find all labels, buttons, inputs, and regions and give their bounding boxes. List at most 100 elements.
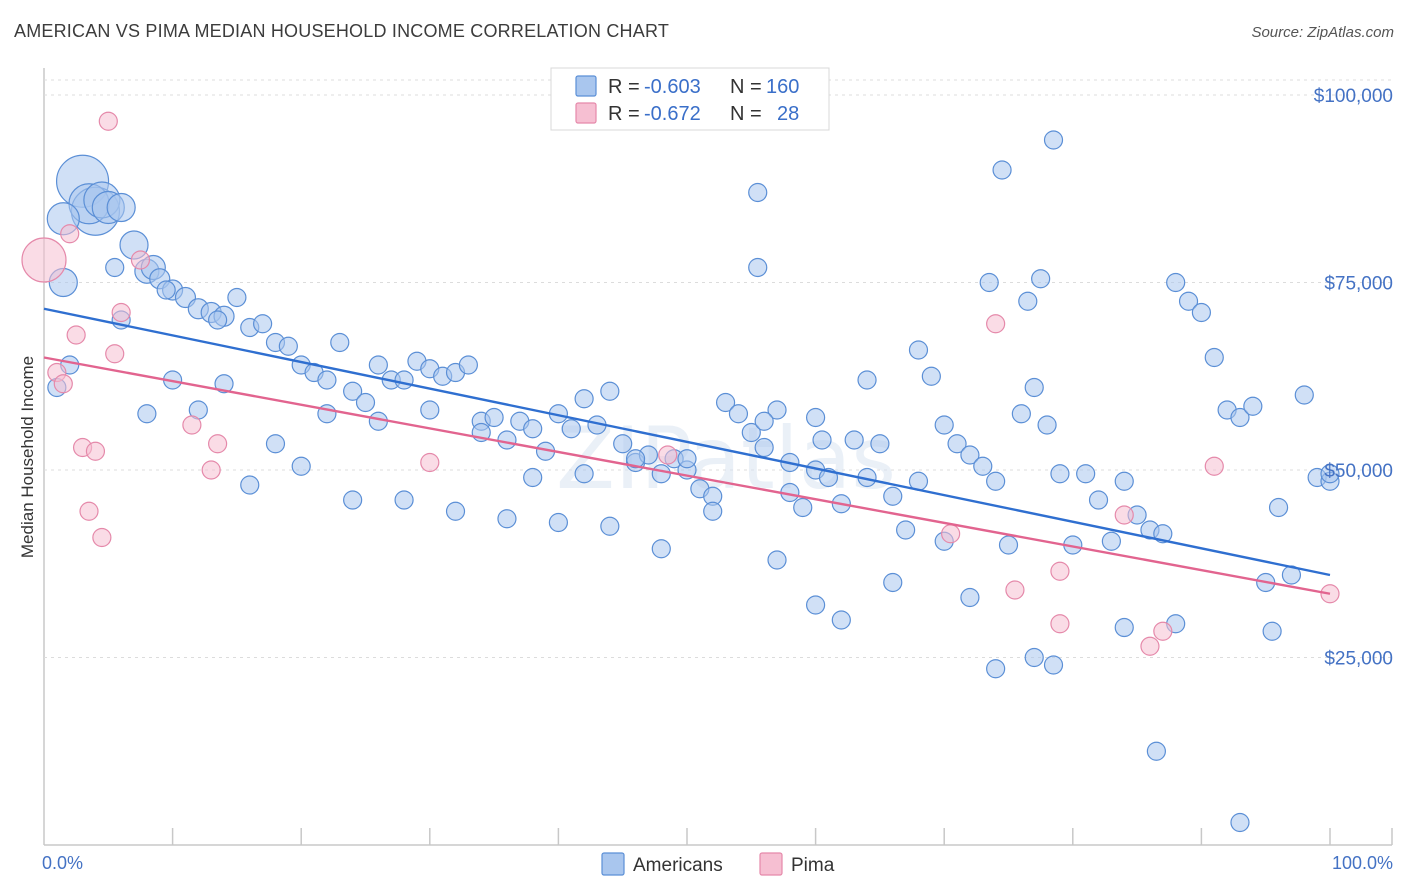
americans-point-24 <box>317 370 337 390</box>
americans-point-158 <box>156 280 176 300</box>
americans-point-71 <box>921 366 941 386</box>
americans-point-17 <box>227 287 247 308</box>
americans-point-68 <box>883 486 903 506</box>
pima-point-16 <box>420 452 440 473</box>
x-max-label: 100.0% <box>1332 853 1393 873</box>
americans-trend-line <box>43 307 1331 577</box>
watermark: ZIPatlas <box>556 409 896 509</box>
americans-point-96 <box>1243 396 1263 416</box>
pima-r-value: -0.672 <box>644 103 701 125</box>
americans-point-107 <box>979 272 999 293</box>
americans-point-128 <box>831 610 851 630</box>
americans-n-value: 160 <box>766 76 799 98</box>
americans-point-122 <box>291 456 311 476</box>
americans-point-151 <box>265 434 286 454</box>
americans-point-86 <box>1114 471 1134 491</box>
americans-point-117 <box>548 512 569 533</box>
americans-point-113 <box>754 411 774 431</box>
pima-point-22 <box>1114 505 1134 525</box>
americans-point-129 <box>883 572 903 593</box>
pima-point-24 <box>1153 621 1173 641</box>
pima-point-19 <box>1005 580 1025 600</box>
legend-swatch-americans[interactable] <box>601 852 625 876</box>
pima-point-13 <box>182 415 202 435</box>
pima-point-0 <box>21 237 67 283</box>
pima-n-label: N = <box>730 103 762 125</box>
americans-point-134 <box>1043 655 1064 675</box>
americans-r-value: -0.603 <box>644 76 701 98</box>
americans-point-19 <box>253 314 273 334</box>
americans-point-138 <box>1230 812 1250 833</box>
pima-point-12 <box>92 527 112 548</box>
legend-label-americans[interactable]: Americans <box>633 855 723 876</box>
americans-point-123 <box>240 475 260 495</box>
americans-point-79 <box>1024 377 1044 398</box>
gridlines <box>44 79 1392 658</box>
americans-point-104 <box>748 257 768 278</box>
legend-label-pima[interactable]: Pima <box>791 855 835 876</box>
americans-point-35 <box>458 355 478 375</box>
chart-title: AMERICAN VS PIMA MEDIAN HOUSEHOLD INCOME… <box>14 21 670 41</box>
y-tick-labels: $25,000 $50,000 $75,000 $100,000 <box>1314 86 1393 670</box>
series-legend: Americans Pima <box>601 852 835 876</box>
pima-trend-line <box>43 356 1331 595</box>
americans-point-90 <box>1166 272 1186 293</box>
pima-point-25 <box>1204 456 1224 476</box>
y-tick-label-1: $50,000 <box>1324 461 1393 482</box>
y-axis-label: Median Household Income <box>18 356 37 558</box>
americans-point-57 <box>741 422 761 443</box>
y-tick-label-3: $100,000 <box>1314 86 1393 107</box>
americans-point-100 <box>1294 385 1314 405</box>
americans-point-44 <box>574 389 594 409</box>
americans-point-55 <box>715 392 736 413</box>
pima-point-3 <box>130 250 151 270</box>
americans-point-26 <box>343 381 363 401</box>
americans-point-37 <box>484 407 504 428</box>
americans-point-108 <box>1031 269 1051 289</box>
pima-point-14 <box>201 460 221 480</box>
americans-point-135 <box>1114 617 1134 638</box>
americans-point-30 <box>394 370 414 390</box>
americans-point-69 <box>896 520 916 540</box>
americans-point-114 <box>703 501 723 521</box>
legend-swatch-pima[interactable] <box>759 852 783 876</box>
americans-point-133 <box>1024 647 1044 668</box>
pima-point-15 <box>208 434 228 454</box>
americans-point-136 <box>1146 741 1166 761</box>
americans-point-40 <box>523 419 543 439</box>
americans-point-21 <box>278 336 298 356</box>
americans-point-143 <box>677 449 697 469</box>
americans-point-6 <box>106 192 136 223</box>
americans-point-131 <box>960 587 980 608</box>
americans-point-74 <box>960 445 980 465</box>
americans-point-75 <box>973 456 993 476</box>
americans-point-84 <box>1088 490 1109 510</box>
pima-point-21 <box>1050 614 1070 634</box>
y-tick-label-0: $25,000 <box>1324 649 1393 670</box>
americans-n-label: N = <box>730 76 762 98</box>
x-min-label: 0.0% <box>42 853 83 873</box>
americans-point-116 <box>600 516 620 536</box>
americans-point-58 <box>754 437 774 458</box>
americans-point-132 <box>986 659 1006 679</box>
americans-point-93 <box>1204 347 1224 368</box>
americans-point-148 <box>420 400 440 420</box>
americans-point-112 <box>805 407 826 428</box>
americans-point-67 <box>870 434 890 454</box>
americans-point-56 <box>728 404 749 424</box>
americans-point-115 <box>651 539 671 559</box>
americans-point-43 <box>561 419 581 439</box>
americans-point-118 <box>497 509 517 529</box>
americans-point-125 <box>137 404 157 424</box>
americans-point-95 <box>1230 407 1250 428</box>
pima-point-1 <box>60 224 80 244</box>
americans-point-119 <box>445 501 466 521</box>
pima-point-6 <box>53 374 73 394</box>
pima-r-label: R = <box>608 103 640 125</box>
x-ticks <box>171 828 1393 845</box>
americans-point-111 <box>857 370 877 390</box>
americans-point-50 <box>651 464 671 484</box>
americans-point-127 <box>805 595 826 615</box>
pima-point-7 <box>66 325 86 345</box>
pima-point-20 <box>1050 561 1070 581</box>
